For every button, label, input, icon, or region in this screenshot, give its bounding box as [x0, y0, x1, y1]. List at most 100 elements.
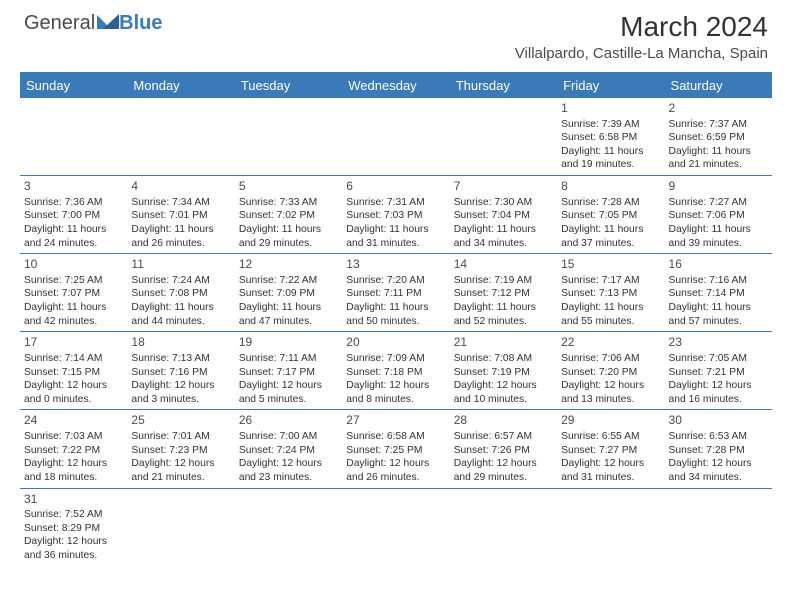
sunrise-text: Sunrise: 7:03 AM — [24, 430, 123, 444]
calendar-cell: 6Sunrise: 7:31 AMSunset: 7:03 PMDaylight… — [342, 176, 449, 253]
day-number: 30 — [669, 413, 768, 429]
sunrise-text: Sunrise: 7:09 AM — [346, 352, 445, 366]
week-row: 24Sunrise: 7:03 AMSunset: 7:22 PMDayligh… — [20, 410, 772, 488]
daylight-text: Daylight: 12 hours and 34 minutes. — [669, 457, 768, 484]
sunset-text: Sunset: 7:18 PM — [346, 366, 445, 380]
sunset-text: Sunset: 7:07 PM — [24, 287, 123, 301]
daylight-text: Daylight: 12 hours and 3 minutes. — [131, 379, 230, 406]
calendar-cell: 16Sunrise: 7:16 AMSunset: 7:14 PMDayligh… — [665, 254, 772, 331]
calendar-cell: 14Sunrise: 7:19 AMSunset: 7:12 PMDayligh… — [450, 254, 557, 331]
daylight-text: Daylight: 11 hours and 26 minutes. — [131, 223, 230, 250]
calendar-cell-blank — [235, 489, 342, 566]
daylight-text: Daylight: 12 hours and 10 minutes. — [454, 379, 553, 406]
sunrise-text: Sunrise: 7:19 AM — [454, 274, 553, 288]
calendar-cell: 31Sunrise: 7:52 AMSunset: 8:29 PMDayligh… — [20, 489, 127, 566]
week-row: 1Sunrise: 7:39 AMSunset: 6:58 PMDaylight… — [20, 98, 772, 176]
sunset-text: Sunset: 7:26 PM — [454, 444, 553, 458]
sunset-text: Sunset: 7:19 PM — [454, 366, 553, 380]
daylight-text: Daylight: 11 hours and 34 minutes. — [454, 223, 553, 250]
sunrise-text: Sunrise: 7:17 AM — [561, 274, 660, 288]
calendar: Sunday Monday Tuesday Wednesday Thursday… — [20, 72, 772, 566]
calendar-cell-blank — [127, 98, 234, 175]
sunset-text: Sunset: 7:16 PM — [131, 366, 230, 380]
calendar-cell: 7Sunrise: 7:30 AMSunset: 7:04 PMDaylight… — [450, 176, 557, 253]
calendar-cell-blank — [450, 98, 557, 175]
calendar-cell: 11Sunrise: 7:24 AMSunset: 7:08 PMDayligh… — [127, 254, 234, 331]
sunset-text: Sunset: 7:04 PM — [454, 209, 553, 223]
sunset-text: Sunset: 7:17 PM — [239, 366, 338, 380]
day-number: 25 — [131, 413, 230, 429]
daylight-text: Daylight: 12 hours and 31 minutes. — [561, 457, 660, 484]
sunrise-text: Sunrise: 7:14 AM — [24, 352, 123, 366]
sunrise-text: Sunrise: 6:57 AM — [454, 430, 553, 444]
calendar-cell: 22Sunrise: 7:06 AMSunset: 7:20 PMDayligh… — [557, 332, 664, 409]
weeks-container: 1Sunrise: 7:39 AMSunset: 6:58 PMDaylight… — [20, 98, 772, 566]
sunrise-text: Sunrise: 7:13 AM — [131, 352, 230, 366]
day-number: 20 — [346, 335, 445, 351]
sunrise-text: Sunrise: 7:33 AM — [239, 196, 338, 210]
day-number: 3 — [24, 179, 123, 195]
day-header: Sunday — [20, 74, 127, 98]
sunrise-text: Sunrise: 7:36 AM — [24, 196, 123, 210]
calendar-cell-blank — [342, 98, 449, 175]
calendar-cell: 2Sunrise: 7:37 AMSunset: 6:59 PMDaylight… — [665, 98, 772, 175]
calendar-cell: 5Sunrise: 7:33 AMSunset: 7:02 PMDaylight… — [235, 176, 342, 253]
day-number: 27 — [346, 413, 445, 429]
sunset-text: Sunset: 8:29 PM — [24, 522, 123, 536]
day-header: Friday — [557, 74, 664, 98]
sunrise-text: Sunrise: 7:30 AM — [454, 196, 553, 210]
calendar-cell-blank — [127, 489, 234, 566]
daylight-text: Daylight: 12 hours and 16 minutes. — [669, 379, 768, 406]
day-number: 18 — [131, 335, 230, 351]
daylight-text: Daylight: 12 hours and 21 minutes. — [131, 457, 230, 484]
calendar-cell: 15Sunrise: 7:17 AMSunset: 7:13 PMDayligh… — [557, 254, 664, 331]
daylight-text: Daylight: 11 hours and 19 minutes. — [561, 145, 660, 172]
day-number: 8 — [561, 179, 660, 195]
sunset-text: Sunset: 6:58 PM — [561, 131, 660, 145]
daylight-text: Daylight: 11 hours and 29 minutes. — [239, 223, 338, 250]
calendar-cell: 13Sunrise: 7:20 AMSunset: 7:11 PMDayligh… — [342, 254, 449, 331]
sunrise-text: Sunrise: 7:27 AM — [669, 196, 768, 210]
sunset-text: Sunset: 7:27 PM — [561, 444, 660, 458]
calendar-cell: 24Sunrise: 7:03 AMSunset: 7:22 PMDayligh… — [20, 410, 127, 487]
daylight-text: Daylight: 11 hours and 55 minutes. — [561, 301, 660, 328]
daylight-text: Daylight: 12 hours and 13 minutes. — [561, 379, 660, 406]
week-row: 3Sunrise: 7:36 AMSunset: 7:00 PM Daylight… — [20, 176, 772, 254]
day-number: 10 — [24, 257, 123, 273]
calendar-cell: 10Sunrise: 7:25 AMSunset: 7:07 PMDayligh… — [20, 254, 127, 331]
sunset-text: Sunset: 7:12 PM — [454, 287, 553, 301]
calendar-cell-blank — [235, 98, 342, 175]
day-number: 14 — [454, 257, 553, 273]
sunset-text: Sunset: 7:22 PM — [24, 444, 123, 458]
daylight-text: Daylight: 11 hours and 57 minutes. — [669, 301, 768, 328]
calendar-cell: 21Sunrise: 7:08 AMSunset: 7:19 PMDayligh… — [450, 332, 557, 409]
daylight-text: Daylight: 12 hours and 0 minutes. — [24, 379, 123, 406]
sunset-text: Sunset: 7:01 PM — [131, 209, 230, 223]
sunset-text: Sunset: 7:23 PM — [131, 444, 230, 458]
calendar-cell: 4Sunrise: 7:34 AMSunset: 7:01 PMDaylight… — [127, 176, 234, 253]
calendar-cell-blank — [342, 489, 449, 566]
sunrise-text: Sunrise: 7:01 AM — [131, 430, 230, 444]
sunset-text: Sunset: 7:00 PM — [24, 209, 123, 223]
week-row: 17Sunrise: 7:14 AMSunset: 7:15 PMDayligh… — [20, 332, 772, 410]
calendar-cell: 29Sunrise: 6:55 AMSunset: 7:27 PMDayligh… — [557, 410, 664, 487]
day-header: Monday — [127, 74, 234, 98]
sunrise-text: Sunrise: 7:31 AM — [346, 196, 445, 210]
sunrise-text: Sunrise: 7:24 AM — [131, 274, 230, 288]
day-number: 23 — [669, 335, 768, 351]
day-number: 19 — [239, 335, 338, 351]
header: General Blue March 2024 Villalpardo, Cas… — [0, 0, 792, 72]
day-number: 6 — [346, 179, 445, 195]
daylight-text: Daylight: 11 hours and 44 minutes. — [131, 301, 230, 328]
day-header: Wednesday — [342, 74, 449, 98]
calendar-cell: 9Sunrise: 7:27 AMSunset: 7:06 PMDaylight… — [665, 176, 772, 253]
title-block: March 2024 Villalpardo, Castille-La Manc… — [515, 12, 768, 66]
logo-triangle-icon — [97, 12, 119, 35]
day-number: 2 — [669, 101, 768, 117]
calendar-cell: 27Sunrise: 6:58 AMSunset: 7:25 PMDayligh… — [342, 410, 449, 487]
day-header: Saturday — [665, 74, 772, 98]
calendar-cell: 20Sunrise: 7:09 AMSunset: 7:18 PMDayligh… — [342, 332, 449, 409]
sunset-text: Sunset: 7:21 PM — [669, 366, 768, 380]
sunset-text: Sunset: 7:11 PM — [346, 287, 445, 301]
calendar-cell: 1Sunrise: 7:39 AMSunset: 6:58 PMDaylight… — [557, 98, 664, 175]
